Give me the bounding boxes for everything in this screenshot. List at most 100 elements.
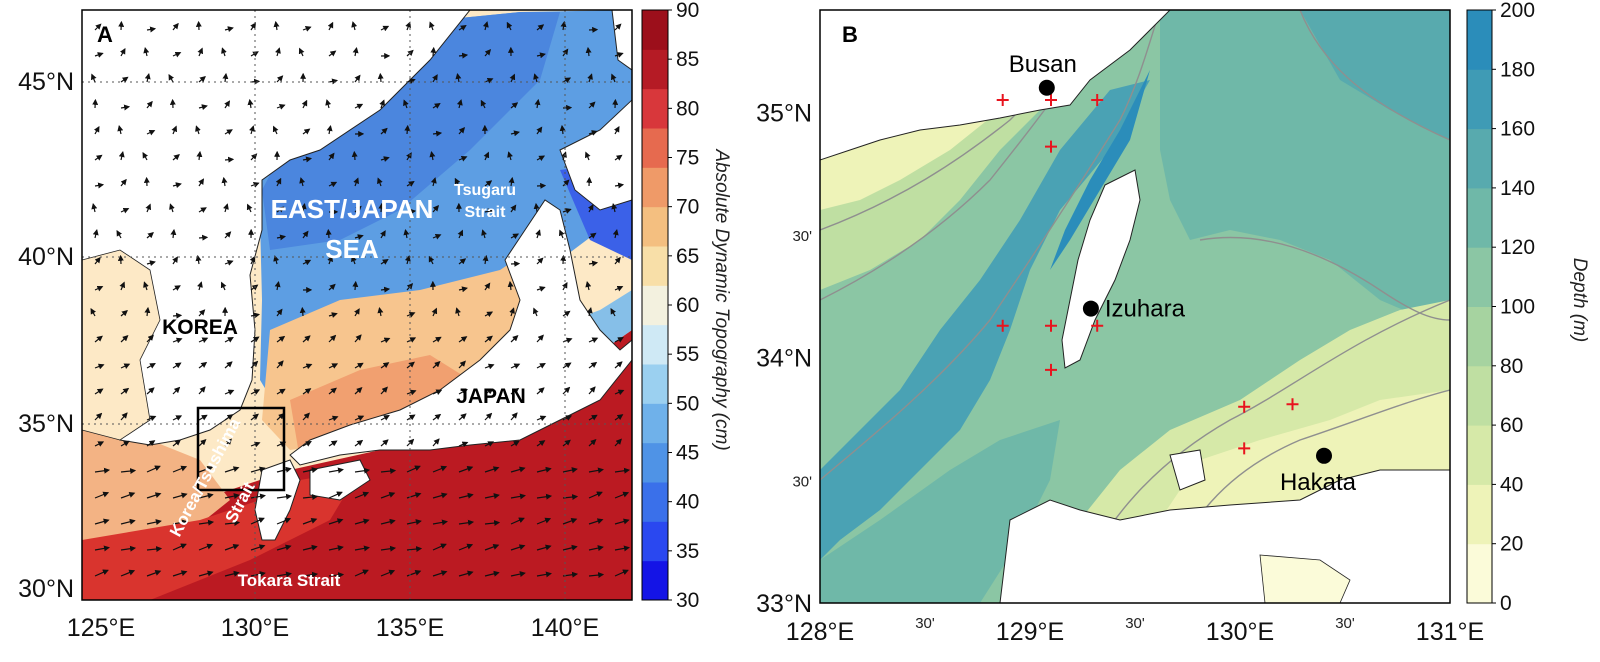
colorbar-adt: [642, 10, 668, 601]
colorbar-adt-tick-label: 80: [676, 97, 699, 120]
colorbar-depth-swatch: [1467, 10, 1492, 70]
colorbar-depth-tick-label: 120: [1500, 236, 1535, 259]
station-marker: [1039, 80, 1055, 96]
label-japan: JAPAN: [456, 385, 526, 408]
colorbar-depth-tick-label: 200: [1500, 0, 1535, 22]
station-label: Izuhara: [1105, 296, 1186, 323]
current-vector-arrow: [199, 237, 207, 238]
lon-tick-a-2: 135°E: [376, 614, 444, 642]
lon-tick-a-1: 130°E: [221, 614, 289, 642]
current-vector-arrow: [354, 152, 355, 160]
colorbar-adt-swatch: [642, 207, 668, 247]
colorbar-depth-swatch: [1467, 425, 1492, 485]
panel-b-lat-axis: 33°N30'34°N30'35°N30': [756, 0, 812, 618]
lat-tick-b: 33°N: [756, 590, 812, 618]
current-vector-arrow: [407, 126, 408, 134]
lon-tick-b: 131°E: [1416, 618, 1484, 646]
current-vector-arrow: [380, 74, 381, 82]
colorbar-adt-tick-label: 70: [676, 196, 699, 219]
colorbar-depth-swatch: [1467, 366, 1492, 426]
current-vector-arrow: [302, 308, 303, 316]
station-marker: [1083, 301, 1099, 317]
lat-tick-b: 35°N: [756, 99, 812, 127]
lon-tick-a-3: 140°E: [531, 614, 599, 642]
label-tokara-strait: Tokara Strait: [238, 571, 341, 590]
colorbar-adt-tick-label: 35: [676, 540, 699, 563]
panel-a-lat-axis: 30°N 35°N 40°N 45°N: [18, 68, 74, 603]
colorbar-adt-swatch: [642, 246, 668, 286]
colorbar-depth-tick-label: 100: [1500, 296, 1535, 319]
colorbar-adt-swatch: [642, 49, 668, 89]
colorbar-depth-swatch: [1467, 69, 1492, 129]
lon-tick-b: 128°E: [786, 618, 854, 646]
colorbar-depth-swatch: [1467, 307, 1492, 367]
colorbar-adt-swatch: [642, 128, 668, 168]
panel-a-lon-axis: 125°E 130°E 135°E 140°E: [67, 614, 599, 642]
colorbar-depth-label: Depth (m): [1569, 258, 1590, 342]
colorbar-depth: [1467, 10, 1492, 604]
colorbar-adt-tick-label: 45: [676, 442, 699, 465]
label-sea-line2: SEA: [325, 234, 379, 264]
lon-tick-b: 129°E: [996, 618, 1064, 646]
current-vector-arrow: [225, 159, 233, 160]
colorbar-depth-swatch: [1467, 247, 1492, 307]
station-label: Hakata: [1280, 469, 1357, 496]
colorbar-depth-tick-label: 60: [1500, 414, 1523, 437]
lon-tick-a-0: 125°E: [67, 614, 135, 642]
lat-tick-b: 30': [792, 473, 812, 490]
colorbar-depth-tick-label: 40: [1500, 473, 1523, 496]
colorbar-adt-tick-label: 60: [676, 294, 699, 317]
panel-b-map: Busan Izuhara Hakata B 128°E 30' 129°E 30' 130…: [756, 0, 1590, 646]
panel-b-letter: B: [842, 22, 858, 47]
colorbar-depth-tick-label: 160: [1500, 118, 1535, 141]
station-label: Busan: [1009, 51, 1077, 78]
colorbar-adt-tick-label: 55: [676, 343, 699, 366]
colorbar-adt-swatch: [642, 443, 668, 483]
panel-a-map: EAST/JAPAN SEA KOREA JAPAN Tsugaru Strai…: [18, 0, 732, 642]
colorbar-adt-tick-label: 90: [676, 0, 699, 22]
colorbar-depth-swatch: [1467, 484, 1492, 544]
colorbar-depth-tick-label: 80: [1500, 355, 1523, 378]
lon-tick-b: 130°E: [1206, 618, 1274, 646]
colorbar-adt-label: Absolute Dynamic Topography (cm): [711, 148, 732, 450]
colorbar-adt-tick-label: 85: [676, 48, 699, 71]
label-korea: KOREA: [162, 316, 238, 339]
colorbar-depth-tick-label: 0: [1500, 592, 1512, 615]
colorbar-depth-swatch: [1467, 188, 1492, 248]
colorbar-depth-swatch: [1467, 129, 1492, 189]
colorbar-adt-ticks: 30 35 40 45 50 55 60 65 70 75 80 85 90: [668, 0, 699, 612]
lon-tick-b: 30': [1125, 615, 1145, 632]
current-vector-arrow: [355, 282, 356, 290]
lat-tick-a-3: 45°N: [18, 68, 74, 96]
colorbar-adt-tick-label: 40: [676, 491, 699, 514]
current-vector-arrow: [433, 48, 434, 56]
colorbar-adt-swatch: [642, 10, 668, 50]
lon-tick-b: 30': [1335, 615, 1355, 632]
colorbar-adt-swatch: [642, 325, 668, 365]
colorbar-adt-swatch: [642, 403, 668, 443]
label-tsugaru-1: Tsugaru: [454, 182, 516, 199]
colorbar-adt-swatch: [642, 89, 668, 129]
colorbar-adt-swatch: [642, 482, 668, 522]
station-marker: [1316, 448, 1332, 464]
colorbar-adt-tick-label: 30: [676, 589, 699, 612]
colorbar-depth-ticks: 0 20 40 60 80 100 120 140 160 180 200: [1492, 0, 1535, 615]
colorbar-adt-swatch: [642, 285, 668, 325]
colorbar-depth-tick-label: 180: [1500, 58, 1535, 81]
label-tsugaru-2: Strait: [465, 204, 507, 221]
lat-tick-a-2: 40°N: [18, 243, 74, 271]
lat-tick-a-0: 30°N: [18, 575, 74, 603]
colorbar-depth-swatch: [1467, 544, 1492, 604]
colorbar-adt-swatch: [642, 364, 668, 404]
colorbar-adt-swatch: [642, 521, 668, 561]
lat-tick-b: 30': [792, 228, 812, 245]
colorbar-adt-tick-label: 50: [676, 392, 699, 415]
colorbar-adt-swatch: [642, 167, 668, 207]
lat-tick-b: 34°N: [756, 345, 812, 373]
colorbar-depth-tick-label: 140: [1500, 177, 1535, 200]
colorbar-adt-tick-label: 75: [676, 147, 699, 170]
colorbar-depth-tick-label: 20: [1500, 533, 1523, 556]
colorbar-adt-tick-label: 65: [676, 245, 699, 268]
